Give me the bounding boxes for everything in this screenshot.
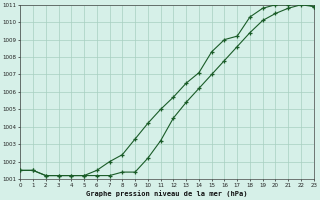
X-axis label: Graphe pression niveau de la mer (hPa): Graphe pression niveau de la mer (hPa): [86, 190, 248, 197]
